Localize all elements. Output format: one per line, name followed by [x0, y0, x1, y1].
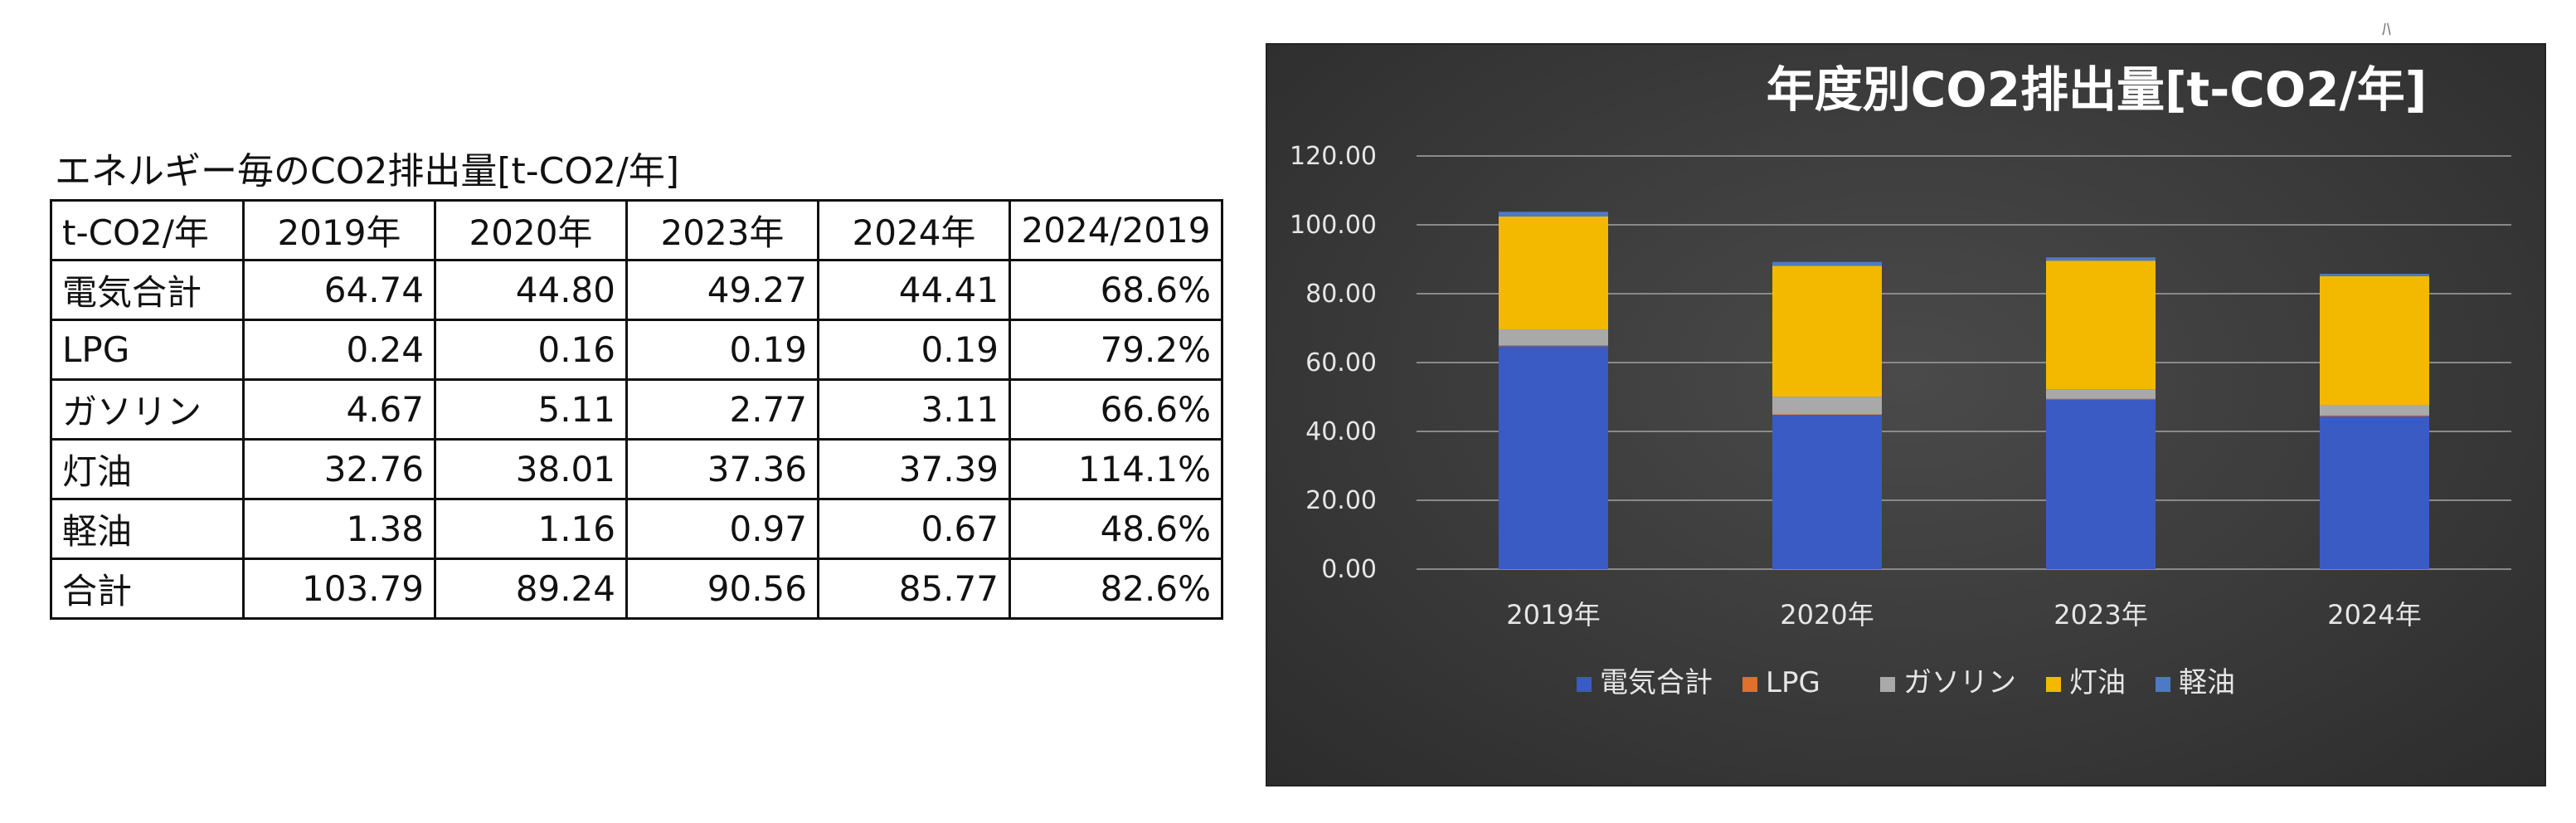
table-header-cell: 2023年 [625, 199, 819, 261]
bar-segment [2320, 405, 2429, 416]
table-cell: 44.41 [817, 259, 1011, 321]
legend: 電気合計 LPG ガソリン 灯油 軽油 [1577, 666, 2235, 699]
table-cell: 2.77 [625, 378, 819, 441]
bar-segment [2320, 416, 2429, 569]
table-row: 電気合計 64.74 44.80 49.27 44.41 68.6% [50, 259, 1223, 321]
table-cell: 0.19 [817, 319, 1011, 381]
bar-segment [2046, 399, 2156, 569]
table-cell: 48.6% [1009, 498, 1223, 560]
bar-segment [1499, 346, 1608, 569]
table-cell: 38.01 [434, 438, 628, 500]
table-cell: 灯油 [50, 438, 245, 500]
legend-swatch [2046, 677, 2061, 692]
table-header-row: t-CO2/年 2019年 2020年 2023年 2024年 2024/201… [50, 199, 1223, 261]
handwritten-mark: ﾊ [2382, 20, 2392, 41]
table-cell: 軽油 [50, 498, 245, 560]
table-cell: 37.36 [625, 438, 819, 500]
table-row: 合計 103.79 89.24 90.56 85.77 82.6% [50, 558, 1223, 620]
x-axis: 2019年 2020年 2023年 2024年 [1506, 599, 2421, 631]
table-cell: 64.74 [242, 259, 436, 321]
bar-segment [1499, 329, 1608, 346]
y-tick-label: 60.00 [1305, 348, 1377, 377]
chart-panel: 年度別CO2排出量[t-CO2/年] 0.00 20.00 40.00 60.00 80… [1266, 43, 2546, 786]
table-cell: 37.39 [817, 438, 1011, 500]
table-row: 灯油 32.76 38.01 37.36 37.39 114.1% [50, 438, 1223, 500]
x-tick-label: 2024年 [2327, 599, 2421, 631]
legend-label: LPG [1766, 666, 1820, 699]
bar-segment [2320, 275, 2429, 406]
table-cell: 3.11 [817, 378, 1011, 441]
table-cell: 114.1% [1009, 438, 1223, 500]
table-header-cell: 2019年 [242, 199, 436, 261]
table-header-cell: t-CO2/年 [50, 199, 245, 261]
bar-segment [2046, 261, 2156, 390]
legend-label: ガソリン [1903, 666, 2016, 699]
bar-segment [1772, 261, 1882, 266]
table-cell: 49.27 [625, 259, 819, 321]
y-tick-label: 40.00 [1305, 417, 1377, 446]
table-cell: 68.6% [1009, 259, 1223, 321]
table-cell: ガソリン [50, 378, 245, 441]
legend-swatch [1577, 677, 1592, 692]
legend-swatch [1742, 677, 1757, 692]
bar-segment [2320, 274, 2429, 276]
y-tick-label: 100.00 [1290, 211, 1377, 240]
y-tick-label: 120.00 [1290, 142, 1377, 171]
y-tick-label: 80.00 [1305, 280, 1377, 309]
table-header-cell: 2024年 [817, 199, 1011, 261]
table-cell: 1.16 [434, 498, 628, 560]
table-cell: 合計 [50, 558, 245, 620]
table-row: LPG 0.24 0.16 0.19 0.19 79.2% [50, 319, 1223, 381]
x-tick-label: 2019年 [1506, 599, 1600, 631]
table-cell: 44.80 [434, 259, 628, 321]
chart-title: 年度別CO2排出量[t-CO2/年] [1767, 61, 2427, 118]
bar-segment [1772, 414, 1882, 416]
table-row: ガソリン 4.67 5.11 2.77 3.11 66.6% [50, 378, 1223, 441]
table-cell: 1.38 [242, 498, 436, 560]
table-title: エネルギー毎のCO2排出量[t-CO2/年] [55, 150, 679, 192]
table-header-cell: 2020年 [434, 199, 628, 261]
table-header-cell: 2024/2019 [1009, 199, 1223, 261]
legend-swatch [2156, 677, 2170, 692]
table-cell: LPG [50, 319, 245, 381]
legend-label: 軽油 [2179, 666, 2235, 699]
bar-segment [2046, 257, 2156, 261]
table-cell: 85.77 [817, 558, 1011, 620]
table-cell: 89.24 [434, 558, 628, 620]
stacked-bar-chart: 年度別CO2排出量[t-CO2/年] 0.00 20.00 40.00 60.00 80… [1290, 61, 2511, 699]
bar-segment [2046, 398, 2156, 400]
bar-segment [1772, 415, 1882, 569]
table-cell: 90.56 [625, 558, 819, 620]
table-cell: 0.19 [625, 319, 819, 381]
bars [1499, 212, 2429, 569]
bar-segment [1772, 265, 1882, 397]
table-cell: 79.2% [1009, 319, 1223, 381]
table-cell: 電気合計 [50, 259, 245, 321]
bar-segment [1499, 212, 1608, 217]
table-cell: 0.97 [625, 498, 819, 560]
bar-segment [1499, 216, 1608, 329]
bar-segment [1772, 397, 1882, 415]
bar-segment [2046, 389, 2156, 399]
table-cell: 66.6% [1009, 378, 1223, 441]
table-cell: 5.11 [434, 378, 628, 441]
table-cell: 103.79 [242, 558, 436, 620]
table-row: 軽油 1.38 1.16 0.97 0.67 48.6% [50, 498, 1223, 560]
table-cell: 0.16 [434, 319, 628, 381]
table-cell: 0.24 [242, 319, 436, 381]
x-tick-label: 2023年 [2054, 599, 2147, 631]
y-tick-label: 0.00 [1321, 555, 1377, 584]
emissions-table: t-CO2/年 2019年 2020年 2023年 2024年 2024/201… [50, 199, 1223, 620]
table-cell: 0.67 [817, 498, 1011, 560]
y-axis: 0.00 20.00 40.00 60.00 80.00 100.00 120.00 [1290, 142, 1377, 584]
table-cell: 4.67 [242, 378, 436, 441]
legend-label: 灯油 [2069, 666, 2126, 699]
legend-swatch [1880, 677, 1895, 692]
x-tick-label: 2020年 [1780, 599, 1874, 631]
y-tick-label: 20.00 [1305, 486, 1377, 515]
table-cell: 32.76 [242, 438, 436, 500]
table-cell: 82.6% [1009, 558, 1223, 620]
bar-segment [1499, 345, 1608, 347]
legend-label: 電気合計 [1600, 666, 1713, 699]
